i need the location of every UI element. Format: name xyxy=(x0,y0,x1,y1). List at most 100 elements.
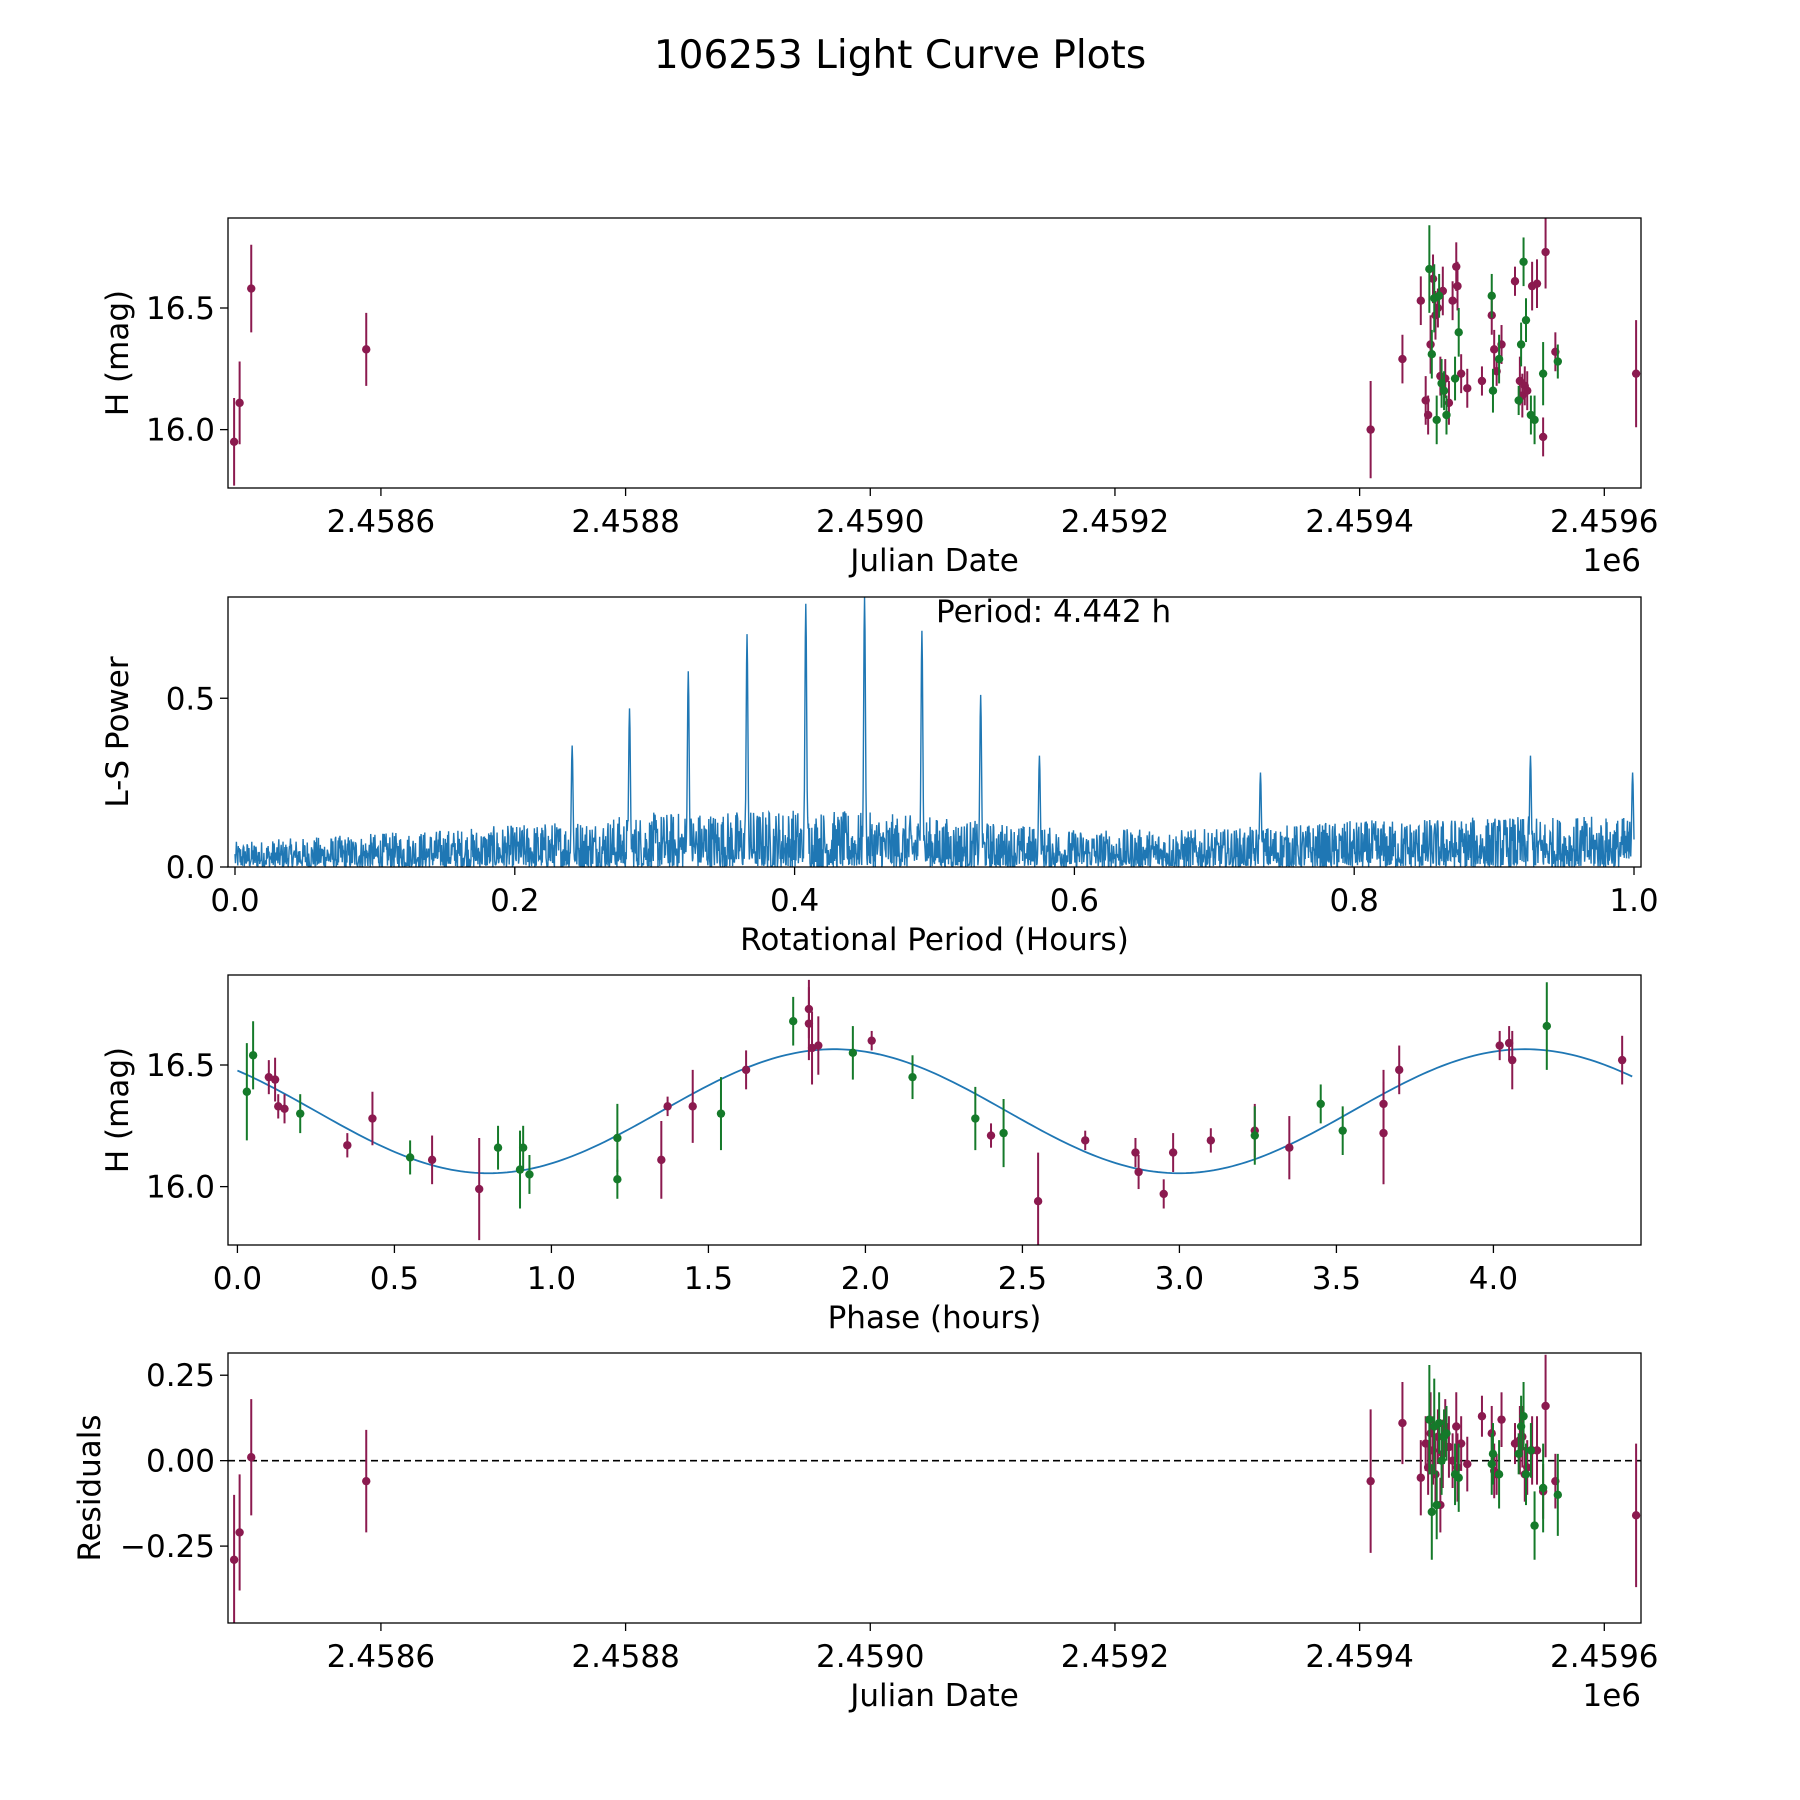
data-point xyxy=(848,1048,858,1058)
y-tick-label: −0.25 xyxy=(120,1529,215,1565)
figure-title: 106253 Light Curve Plots xyxy=(654,33,1146,78)
x-offset-label: 1e6 xyxy=(1582,543,1641,579)
data-point xyxy=(1523,386,1532,395)
data-point xyxy=(1454,328,1463,337)
data-point xyxy=(1453,281,1462,291)
chart-periodogram: 0.0 0.2 0.4 0.6 0.8 1.0 0.0 0.5 Rotational Perio… xyxy=(100,594,1659,958)
data-point xyxy=(1426,340,1435,349)
data-point xyxy=(280,1104,289,1113)
data-point xyxy=(688,1102,697,1111)
power-spectrum-line xyxy=(234,597,1635,867)
x-tick-label: 3.0 xyxy=(1155,1261,1204,1297)
data-point xyxy=(1489,345,1499,354)
data-point xyxy=(235,398,244,408)
data-point xyxy=(1514,396,1523,405)
x-tick-label: 0.6 xyxy=(1050,883,1099,919)
y-tick-label: 0.0 xyxy=(166,850,215,886)
x-tick-label: 3.5 xyxy=(1312,1261,1361,1297)
x-tick-label: 0.5 xyxy=(370,1261,419,1297)
data-point xyxy=(1494,354,1504,364)
data-point xyxy=(1432,1500,1441,1510)
data-point xyxy=(1316,1099,1325,1109)
data-point xyxy=(475,1184,484,1194)
data-point xyxy=(1541,247,1550,257)
data-point xyxy=(1532,279,1542,288)
data-point xyxy=(296,1109,305,1118)
x-tick-label: 2.4588 xyxy=(571,504,679,540)
plot-area xyxy=(229,218,1641,486)
axes-frame xyxy=(227,217,1642,489)
data-point xyxy=(1366,1476,1375,1486)
data-point xyxy=(1553,357,1563,366)
data-point xyxy=(741,1065,751,1075)
axes-frame xyxy=(227,596,1642,868)
data-point xyxy=(1131,1148,1140,1157)
x-tick-label: 2.4590 xyxy=(816,504,924,540)
data-point xyxy=(908,1072,917,1082)
data-point xyxy=(804,1019,814,1028)
x-tick-label: 2.4596 xyxy=(1550,1639,1658,1675)
data-point xyxy=(1448,296,1457,305)
data-point xyxy=(1416,1473,1425,1482)
data-point xyxy=(1159,1189,1168,1199)
data-point xyxy=(986,1131,996,1140)
data-point xyxy=(518,1143,528,1152)
data-point xyxy=(971,1114,980,1123)
data-point xyxy=(242,1087,252,1096)
data-point xyxy=(1494,1470,1504,1479)
x-tick-label: 1.5 xyxy=(684,1261,733,1297)
data-point xyxy=(1521,1470,1531,1479)
data-point xyxy=(1487,1459,1496,1469)
data-point xyxy=(1477,376,1487,386)
data-point xyxy=(1442,1429,1451,1438)
x-tick-label: 2.4586 xyxy=(327,504,435,540)
data-point xyxy=(1395,1065,1404,1075)
x-tick-label: 2.4588 xyxy=(571,1639,679,1675)
x-tick-label: 1.0 xyxy=(527,1261,576,1297)
data-point xyxy=(867,1036,876,1045)
data-point xyxy=(229,1555,239,1564)
x-tick-label: 2.4596 xyxy=(1550,504,1658,540)
data-point xyxy=(1631,369,1641,378)
data-point xyxy=(1488,1449,1498,1459)
data-point xyxy=(1450,374,1460,383)
data-point xyxy=(789,1017,798,1026)
data-point xyxy=(1553,1490,1563,1500)
x-tick-label: 1.0 xyxy=(1609,883,1658,919)
data-point xyxy=(270,1075,280,1084)
x-tick-label: 2.5 xyxy=(998,1261,1047,1297)
x-offset-label: 1e6 xyxy=(1582,1678,1641,1714)
data-point xyxy=(716,1109,726,1118)
data-point xyxy=(1526,1446,1536,1455)
series-0 xyxy=(229,218,1641,486)
data-point xyxy=(1432,415,1441,425)
data-point xyxy=(1488,386,1498,395)
data-point xyxy=(1416,296,1425,305)
data-point xyxy=(1477,1412,1487,1421)
x-tick-label: 0.0 xyxy=(213,1261,262,1297)
data-point xyxy=(613,1133,622,1143)
data-point xyxy=(1617,1055,1627,1065)
data-point xyxy=(248,1051,258,1060)
data-point xyxy=(1510,277,1520,286)
data-point xyxy=(1516,340,1526,349)
data-point xyxy=(1442,410,1451,420)
axes-frame xyxy=(227,974,1642,1246)
data-point xyxy=(1427,350,1437,359)
y-tick-label: 16.0 xyxy=(146,1170,215,1206)
data-point xyxy=(1530,1521,1539,1530)
data-point xyxy=(1425,1415,1434,1424)
y-axis-label: L-S Power xyxy=(100,656,136,807)
data-point xyxy=(1439,386,1449,395)
y-tick-label: 16.0 xyxy=(146,413,215,449)
series-1 xyxy=(1425,1364,1563,1560)
plot-area xyxy=(234,597,1635,867)
plot-area xyxy=(237,979,1633,1245)
x-tick-label: 2.4592 xyxy=(1061,504,1169,540)
data-point xyxy=(405,1153,415,1162)
data-point xyxy=(663,1102,672,1111)
data-point xyxy=(1497,1415,1506,1424)
data-point xyxy=(1538,369,1548,378)
